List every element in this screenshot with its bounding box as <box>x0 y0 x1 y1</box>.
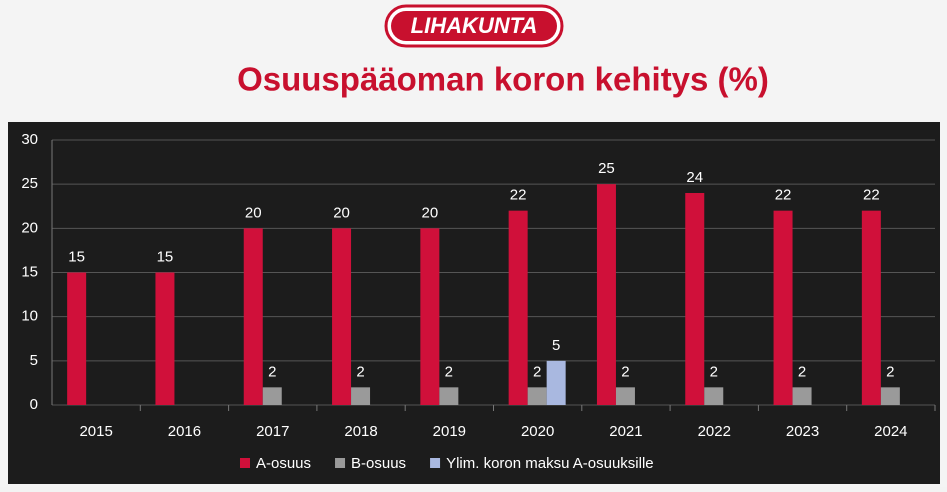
x-tick-label: 2018 <box>344 423 377 440</box>
data-label: 22 <box>510 187 527 204</box>
data-label: 25 <box>598 160 615 177</box>
data-label: 15 <box>68 248 85 265</box>
bar <box>615 387 635 405</box>
y-tick-label: 15 <box>21 263 38 280</box>
data-label: 2 <box>533 363 541 380</box>
data-label: 15 <box>157 248 174 265</box>
bar <box>67 272 87 405</box>
y-tick-label: 20 <box>21 219 38 236</box>
legend-swatch <box>430 458 441 468</box>
y-tick-label: 25 <box>21 175 38 192</box>
x-tick-label: 2017 <box>256 423 289 440</box>
y-tick-label: 0 <box>30 396 38 413</box>
x-tick-label: 2019 <box>433 423 466 440</box>
x-tick-label: 2024 <box>874 423 907 440</box>
data-label: 20 <box>245 204 262 221</box>
bar <box>508 210 528 405</box>
bar <box>527 387 547 405</box>
data-label: 2 <box>356 363 364 380</box>
data-label: 2 <box>268 363 276 380</box>
bar <box>792 387 812 405</box>
legend-swatch <box>240 458 250 468</box>
bar <box>351 387 371 405</box>
legend-label: Ylim. koron maksu A-osuuksille <box>446 455 654 472</box>
data-label: 20 <box>422 204 439 221</box>
data-label: 22 <box>863 187 880 204</box>
x-tick-label: 2022 <box>698 423 731 440</box>
x-tick-label: 2020 <box>521 423 554 440</box>
bar <box>439 387 459 405</box>
data-label: 2 <box>886 363 894 380</box>
bar <box>880 387 900 405</box>
bar <box>155 272 175 405</box>
logo-fill <box>391 11 557 41</box>
data-label: 22 <box>775 187 792 204</box>
data-label: 2 <box>798 363 806 380</box>
x-tick-label: 2015 <box>79 423 112 440</box>
chart-title: Osuuspääoman koron kehitys (%) <box>237 61 769 98</box>
bar <box>773 210 793 405</box>
bar <box>420 228 440 405</box>
data-label: 2 <box>621 363 629 380</box>
bar <box>861 210 881 405</box>
bar <box>596 184 616 405</box>
legend-swatch <box>335 458 346 468</box>
bar <box>332 228 352 405</box>
bar <box>546 360 566 405</box>
x-tick-label: 2021 <box>609 423 642 440</box>
x-tick-label: 2023 <box>786 423 819 440</box>
bar <box>685 193 705 405</box>
y-tick-label: 30 <box>21 131 38 148</box>
y-tick-label: 5 <box>30 352 38 369</box>
data-label: 24 <box>686 169 703 186</box>
y-tick-label: 10 <box>21 308 38 325</box>
data-label: 2 <box>445 363 453 380</box>
legend-label: A-osuus <box>256 455 311 472</box>
bar <box>243 228 263 405</box>
x-tick-label: 2016 <box>168 423 201 440</box>
data-label: 2 <box>710 363 718 380</box>
bar <box>704 387 724 405</box>
data-label: 5 <box>552 337 560 354</box>
logo: LIHAKUNTA <box>411 13 538 38</box>
data-label: 20 <box>333 204 350 221</box>
bar <box>262 387 282 405</box>
legend-label: B-osuus <box>351 455 406 472</box>
